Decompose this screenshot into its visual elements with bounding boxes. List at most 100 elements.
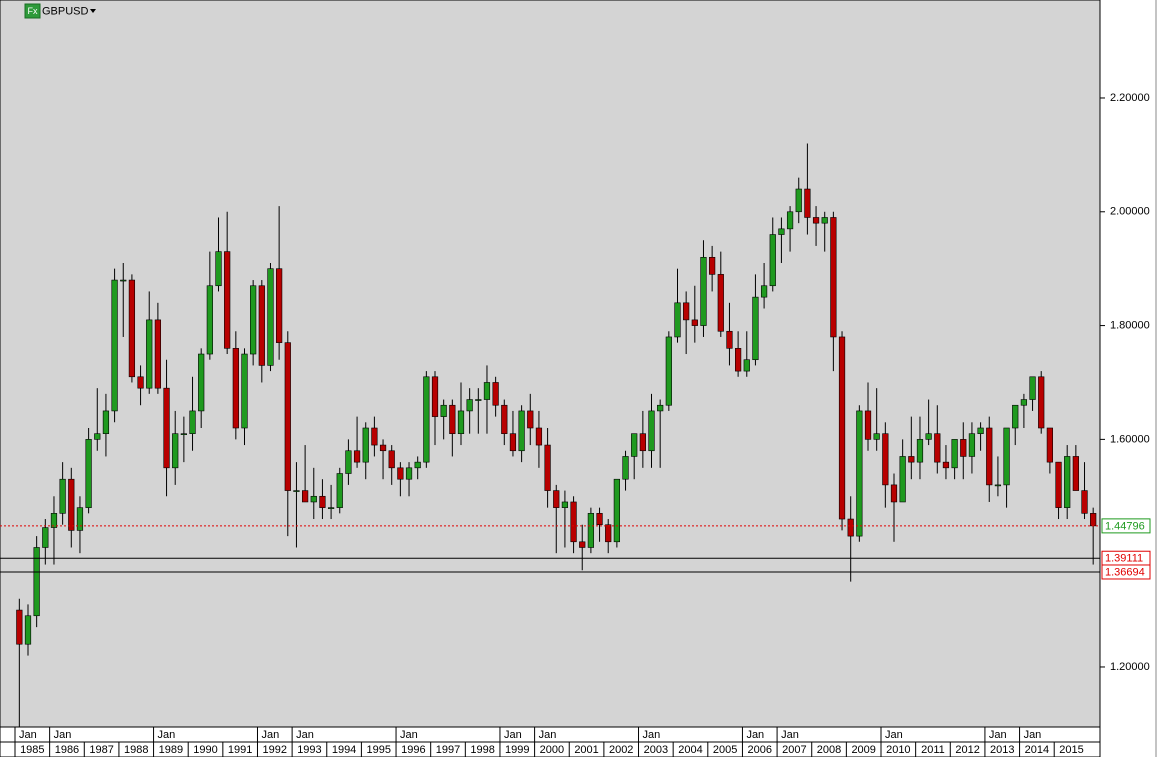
candle-body (224, 251, 231, 349)
candle-body (856, 410, 863, 537)
candle-body (1046, 427, 1053, 463)
candle-body (899, 456, 906, 503)
candle-body (882, 433, 889, 486)
dropdown-arrow[interactable] (90, 9, 96, 13)
candle-body (59, 478, 66, 514)
x-tick-label: 1987 (89, 744, 113, 756)
candle-body (951, 439, 958, 469)
x-tick-label: 2001 (574, 744, 598, 756)
candle-body (1055, 461, 1062, 508)
month-tick-label: Jan (1024, 729, 1042, 741)
candle-body (657, 404, 664, 412)
x-tick-label: 1997 (436, 744, 460, 756)
candle-body (414, 461, 421, 469)
y-axis-panel (1100, 0, 1158, 757)
x-tick-label: 1986 (55, 744, 79, 756)
symbol-header[interactable]: Fx GBPUSD (24, 3, 96, 19)
x-tick-label: 1990 (193, 744, 217, 756)
candle-body (137, 376, 144, 389)
x-tick-label: 2015 (1059, 744, 1083, 756)
candle-body (276, 268, 283, 343)
candle-body (250, 285, 257, 355)
candle-body (198, 353, 205, 412)
candle-body (24, 615, 32, 645)
candle-body (778, 228, 785, 235)
candle-body (1064, 456, 1071, 508)
x-tick-label: 2012 (955, 744, 979, 756)
candle-body (1038, 376, 1045, 429)
candle-body (85, 439, 92, 508)
candle-body (717, 274, 724, 332)
y-tick-label: 2.20000 (1110, 92, 1150, 104)
candle-body (752, 296, 759, 361)
x-tick-label: 2014 (1025, 744, 1049, 756)
y-tick-label: 1.20000 (1110, 661, 1150, 673)
candle-body (527, 410, 534, 429)
candle-body (189, 410, 196, 434)
y-tick-label: 2.00000 (1110, 206, 1150, 218)
candle-body (1012, 404, 1019, 429)
month-tick-label: Jan (504, 729, 522, 741)
candle-body (509, 433, 517, 452)
candle-body (613, 478, 620, 543)
candle-body (1072, 456, 1079, 491)
candle-body (111, 279, 118, 412)
x-tick-label: 2007 (782, 744, 806, 756)
candle-body (319, 495, 326, 508)
candle-body (431, 376, 439, 417)
candle-body (631, 433, 638, 457)
candle-body (353, 450, 361, 463)
candle-body (146, 319, 153, 389)
candle-body (284, 342, 291, 491)
y-tick-label: 1.80000 (1110, 319, 1150, 331)
candle-body (683, 302, 690, 321)
candle-body (838, 336, 846, 520)
candle-body (596, 513, 603, 526)
candle-body (76, 507, 84, 531)
candle-body (760, 285, 768, 298)
candle-body (327, 507, 335, 509)
candle-body (934, 433, 941, 463)
candle-body (587, 513, 595, 548)
candle-body (388, 450, 395, 469)
candle-body (743, 359, 750, 372)
x-tick-label: 2005 (713, 744, 737, 756)
candle-body (172, 433, 179, 469)
candle-body (622, 456, 629, 480)
x-tick-label: 2000 (540, 744, 564, 756)
candle-body (94, 433, 101, 440)
symbol-title[interactable]: GBPUSD (42, 5, 89, 17)
candle-body (821, 217, 828, 224)
candle-body (405, 467, 413, 480)
candle-body (128, 279, 136, 378)
month-tick-label: Jan (261, 729, 279, 741)
candle-body (345, 450, 352, 474)
candle-body (397, 467, 404, 480)
plot-area (0, 0, 1101, 728)
x-tick-label: 1985 (20, 744, 44, 756)
candle-body (986, 427, 993, 486)
month-tick-label: Jan (54, 729, 72, 741)
candle-body (570, 501, 577, 543)
candle-body (518, 410, 525, 452)
x-tick-label: 2009 (851, 744, 875, 756)
price-label: 1.39111 (1105, 553, 1143, 565)
candle-body (830, 217, 837, 338)
plot (16, 143, 1097, 727)
candle-body (379, 444, 387, 452)
candle-body (336, 473, 343, 508)
candle-body (795, 188, 802, 213)
candle-body (423, 376, 430, 463)
month-tick-label: Jan (781, 729, 799, 741)
candle-body (475, 399, 482, 401)
candle-body (50, 513, 58, 528)
candle-body (804, 188, 811, 218)
x-tick-label: 1999 (505, 744, 529, 756)
price-label-box (1101, 518, 1151, 534)
month-tick-label: Jan (19, 729, 37, 741)
candle-body (908, 456, 915, 463)
month-tick-label: Jan (746, 729, 764, 741)
candle-body (68, 478, 75, 531)
candle-body (916, 439, 924, 463)
